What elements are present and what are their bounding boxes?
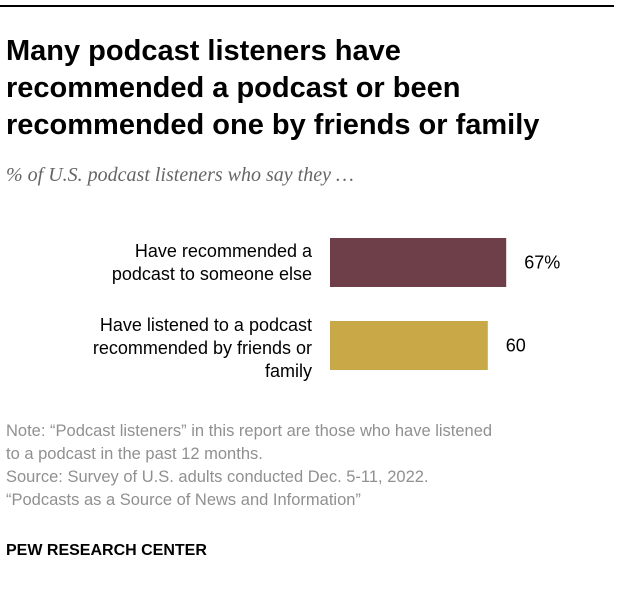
category-label-1-line-1: Have recommended a [135,241,313,261]
top-rule [0,5,614,7]
category-label-2-line-3: family [265,361,312,381]
category-label-2-line-2: recommended by friends or [93,338,312,358]
chart-title-line-2: recommended a podcast or been [6,72,461,104]
bar-value-label-1: 67% [524,253,560,273]
chart-notes: Note: “Podcast listeners” in this report… [6,420,614,512]
bar-1 [330,238,507,287]
organization-name: PEW RESEARCH CENTER [6,542,207,559]
bar-2 [330,321,488,370]
bar-value-label-2: 60 [506,336,526,356]
chart-title-line-1: Many podcast listeners have [6,35,401,67]
chart-title: Many podcast listeners have recommended … [6,33,612,144]
note-line-2: to a podcast in the past 12 months. [6,445,263,463]
note-line-1: Note: “Podcast listeners” in this report… [6,422,493,440]
category-label-2-line-1: Have listened to a podcast [100,315,312,335]
source-line-1: Source: Survey of U.S. adults conducted … [6,468,429,486]
chart-title-line-3: recommended one by friends or family [6,109,540,141]
category-label-1-line-2: podcast to someone else [112,264,312,284]
source-line-2: “Podcasts as a Source of News and Inform… [6,491,361,509]
chart-subtitle: % of U.S. podcast listeners who say they… [6,164,354,186]
